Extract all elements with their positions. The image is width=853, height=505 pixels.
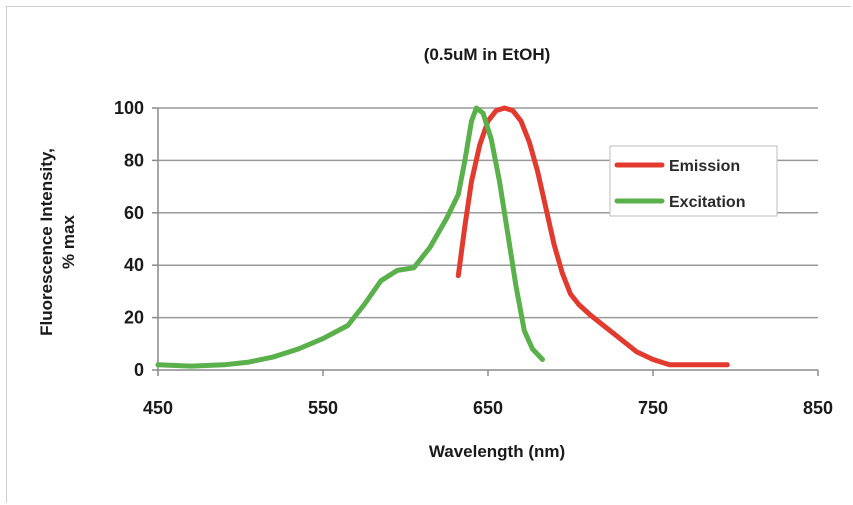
y-tick-label-60: 60 [124,203,144,223]
axes [152,107,819,376]
y-tick-label-40: 40 [124,255,144,275]
legend-box [609,145,778,217]
chart-title: (0.5uM in EtOH) [424,45,551,64]
x-tick-label-550: 550 [308,398,338,418]
x-tick-label-450: 450 [143,398,173,418]
y-tick-label-80: 80 [124,150,144,170]
x-tick-labels: 450 550 650 750 850 [143,398,833,418]
y-tick-label-0: 0 [134,360,144,380]
y-tick-labels: 0 20 40 60 80 100 [114,98,144,380]
chart-frame [6,6,851,503]
series-lines [155,105,730,369]
legend-label-emission: Emission [669,158,740,175]
y-tick-label-100: 100 [114,98,144,118]
legend: Emission Excitation [609,145,778,217]
x-tick-label-850: 850 [803,398,833,418]
x-tick-label-650: 650 [473,398,503,418]
y-axis-label-line-1: Fluorescence Intensity, [37,148,56,336]
x-tick-label-750: 750 [638,398,668,418]
series-line-excitation [155,105,545,369]
legend-label-excitation: Excitation [669,194,745,211]
x-axis-label: Wavelength (nm) [429,442,565,461]
y-tick-label-20: 20 [124,308,144,328]
y-axis-label-line-2: % max [59,215,78,269]
